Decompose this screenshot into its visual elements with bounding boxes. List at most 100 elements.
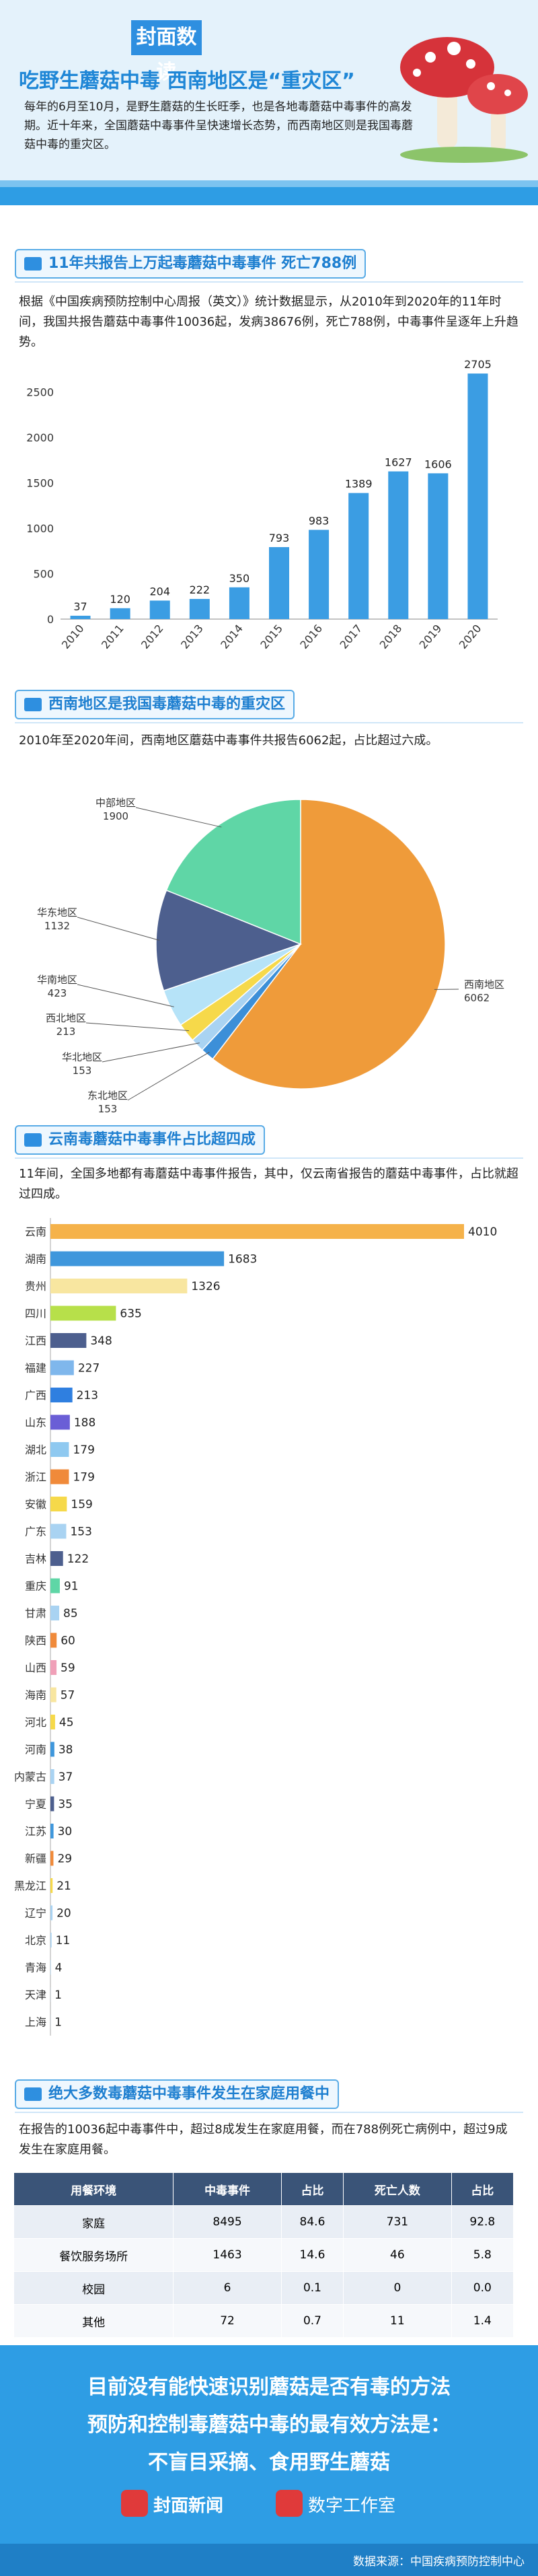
section-title: 11年共报告上万起毒蘑菇中毒事件 死亡788例 <box>15 249 367 279</box>
category-label: 湖北 <box>25 1443 46 1456</box>
value-label: 59 <box>61 1661 75 1675</box>
x-tick-label: 2013 <box>178 622 206 651</box>
bar <box>50 1633 57 1648</box>
bar <box>50 1905 53 1921</box>
bar <box>149 600 170 619</box>
category-label: 贵州 <box>25 1280 46 1293</box>
value-label: 45 <box>59 1716 74 1729</box>
y-tick-label: 2500 <box>26 386 54 399</box>
category-label: 河南 <box>25 1744 46 1756</box>
footer-bg <box>0 2345 538 2576</box>
bar <box>50 1388 73 1402</box>
value-label: 4 <box>55 1962 63 1975</box>
table-cell: 72 <box>173 2304 282 2338</box>
category-label: 河北 <box>25 1716 46 1729</box>
table-cell: 餐饮服务场所 <box>13 2238 174 2272</box>
leader-line <box>102 1042 200 1063</box>
value-label: 179 <box>73 1471 94 1484</box>
value-label: 120 <box>110 593 130 606</box>
table-cell: 14.6 <box>280 2238 344 2272</box>
bar <box>50 1796 54 1812</box>
x-tick-label: 2017 <box>338 622 365 651</box>
intro: 每年的6月至10月，是野生蘑菇的生长旺季，也是各地毒蘑菇中毒事件的高发期。近十年… <box>24 100 413 151</box>
bar <box>50 1687 56 1703</box>
table-cell: 家庭 <box>13 2205 174 2239</box>
value-label: 1627 <box>385 456 412 469</box>
table-cell: 校园 <box>13 2271 174 2305</box>
slice-label: 东北地区 <box>87 1089 128 1102</box>
section-title: 云南毒蘑菇中毒事件占比超四成 <box>15 1125 266 1155</box>
category-label: 新疆 <box>25 1853 46 1865</box>
badge: 封面数读 <box>131 20 202 84</box>
table-cell: 0.1 <box>280 2271 344 2305</box>
paragraph: 2010年至2020年间，西南地区蘑菇中毒事件共报告6062起，占比超过六成。 <box>19 734 438 748</box>
category-label: 青海 <box>25 1962 46 1974</box>
value-label: 4010 <box>468 1225 497 1239</box>
table-cell: 84.6 <box>280 2205 344 2239</box>
bar <box>50 1360 74 1375</box>
bar <box>50 1933 52 1947</box>
logo-icon <box>121 2490 148 2517</box>
leader-line <box>77 917 160 941</box>
column-header: 中毒事件 <box>173 2172 282 2206</box>
header-row: 用餐环境 中毒事件 占比 死亡人数 占比 <box>13 2172 514 2206</box>
table-row: 其他 72 0.7 11 1.4 <box>13 2304 514 2338</box>
category-label: 广东 <box>25 1526 46 1538</box>
bar <box>50 1251 225 1266</box>
slice-label: 华北地区 <box>62 1051 102 1063</box>
bar <box>467 373 488 619</box>
value-label: 348 <box>90 1334 112 1348</box>
bar-chart: 0 500 1000 1500 2000 2500 37 2010 120 2011 204 2012… <box>26 358 498 651</box>
bar <box>50 1878 53 1893</box>
footer-line: 不盲目采摘、食用野生蘑菇 <box>148 2451 390 2474</box>
category-label: 海南 <box>25 1689 46 1702</box>
band-stripe <box>0 180 538 187</box>
value-label: 793 <box>269 532 290 544</box>
slice-label: 中部地区 <box>95 797 136 809</box>
value-label: 1326 <box>191 1280 220 1293</box>
table: 用餐环境 中毒事件 占比 死亡人数 占比 家庭 8495 84.6 731 92.8 餐饮服务场所 1… <box>13 2172 514 2338</box>
table-cell: 0 <box>343 2271 452 2305</box>
category-label: 云南 <box>25 1225 46 1238</box>
category-label: 山东 <box>25 1417 46 1429</box>
y-tick-label: 2000 <box>26 431 54 444</box>
y-tick-label: 0 <box>47 613 54 626</box>
slice-value: 423 <box>48 987 67 999</box>
column-header: 死亡人数 <box>343 2172 452 2206</box>
source: 数据来源：中国疾病预防控制中心 <box>353 2555 525 2569</box>
section-title-text: 西南地区是我国毒蘑菇中毒的重灾区 <box>48 696 286 713</box>
column-header: 占比 <box>451 2172 514 2206</box>
value-label: 57 <box>61 1689 75 1703</box>
value-label: 188 <box>74 1417 95 1430</box>
table-cell: 11 <box>343 2304 452 2338</box>
bar <box>50 1224 464 1239</box>
table-cell: 8495 <box>173 2205 282 2239</box>
category-label: 山西 <box>25 1661 46 1674</box>
table-cell: 731 <box>343 2205 452 2239</box>
section-title-text: 云南毒蘑菇中毒事件占比超四成 <box>48 1131 256 1148</box>
source-bg <box>0 2544 538 2576</box>
table-cell: 5.8 <box>451 2238 514 2272</box>
category-label: 陕西 <box>25 1635 46 1647</box>
value-label: 983 <box>309 514 330 527</box>
value-label: 21 <box>56 1880 71 1893</box>
slice-value: 1900 <box>103 810 128 822</box>
value-label: 37 <box>59 1770 73 1784</box>
leader-line <box>77 984 174 1007</box>
bar <box>50 1578 60 1594</box>
category-label: 江西 <box>25 1334 46 1347</box>
slice-value: 153 <box>98 1103 118 1115</box>
value-label: 35 <box>58 1798 73 1812</box>
value-label: 153 <box>70 1526 91 1539</box>
category-label: 天津 <box>25 1989 46 2001</box>
bar <box>50 1415 70 1430</box>
bar <box>50 1960 51 1975</box>
section-title-text: 11年共报告上万起毒蘑菇中毒事件 死亡788例 <box>48 255 357 272</box>
category-label: 湖南 <box>25 1253 46 1266</box>
slice-label: 华东地区 <box>37 906 77 919</box>
bar <box>50 1497 67 1511</box>
value-label: 222 <box>190 583 210 596</box>
pie-slice <box>165 799 301 945</box>
value-label: 204 <box>149 585 170 598</box>
value-label: 213 <box>77 1389 98 1402</box>
